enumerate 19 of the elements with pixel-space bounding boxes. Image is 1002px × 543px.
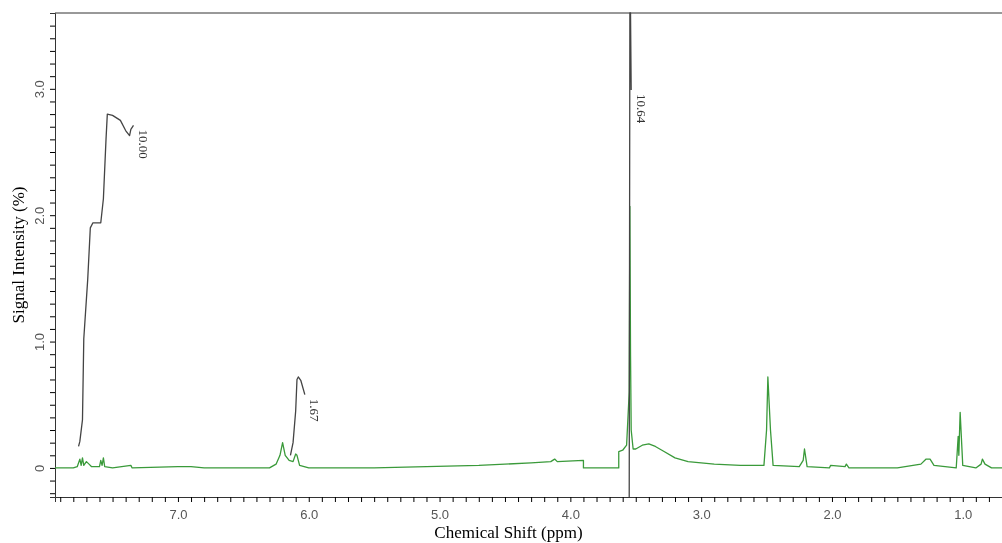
annotation: 1.67	[307, 398, 323, 422]
x-tick-label: 3.0	[692, 507, 711, 523]
line-series	[77, 113, 135, 448]
x-tick-label: 2.0	[823, 507, 842, 523]
y-tick-label: 1.0	[31, 333, 47, 352]
y-tick-label: 0	[31, 464, 47, 473]
line-series	[54, 205, 1002, 469]
annotation: 10.64	[633, 94, 649, 124]
x-tick-label: 6.0	[300, 507, 319, 523]
x-tick-label: 4.0	[561, 507, 580, 523]
x-axis-title: Chemical Shift (ppm)	[434, 523, 583, 542]
line-series	[289, 376, 306, 456]
x-tick-label: 7.0	[169, 507, 188, 523]
y-tick-label: 3.0	[31, 80, 47, 99]
y-axis-title: Signal Intensity (%)	[9, 186, 28, 324]
y-tick-label: 2.0	[31, 206, 47, 225]
annotation: 10.00	[135, 129, 151, 159]
x-tick-label: 1.0	[954, 507, 973, 523]
x-tick-label: 5.0	[431, 507, 450, 523]
